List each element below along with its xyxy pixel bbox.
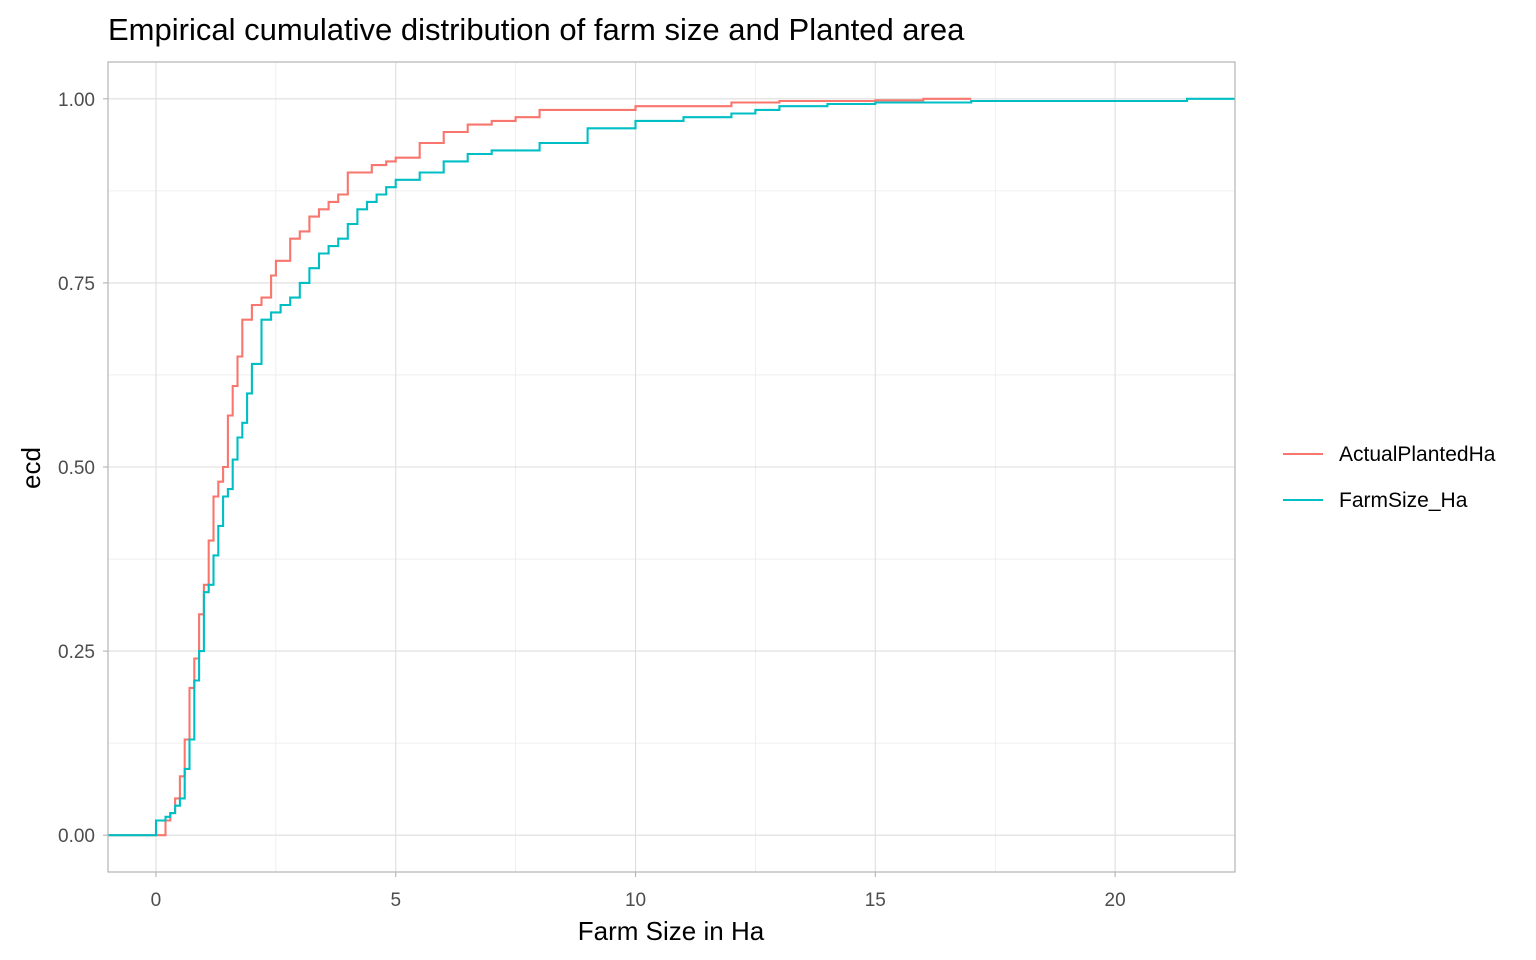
series-line-farmsize-ha xyxy=(108,97,1235,837)
legend-label: FarmSize_Ha xyxy=(1339,489,1468,512)
x-tick-label: 10 xyxy=(625,890,646,911)
y-axis-label: ecd xyxy=(16,447,46,489)
chart-title: Empirical cumulative distribution of far… xyxy=(108,12,965,47)
minor-gridlines xyxy=(108,62,1235,872)
x-tick-label: 20 xyxy=(1105,890,1126,911)
y-axis-ticks: 0.00 0.25 0.50 0.75 1.00 xyxy=(58,90,108,847)
legend: ActualPlantedHa FarmSize_Ha xyxy=(1283,443,1496,512)
x-tick-label: 15 xyxy=(865,890,886,911)
x-axis-ticks: 0 5 10 15 20 xyxy=(151,872,1126,911)
x-axis-label: Farm Size in Ha xyxy=(578,916,765,946)
x-tick-label: 0 xyxy=(151,890,162,911)
legend-label: ActualPlantedHa xyxy=(1339,443,1496,466)
y-tick-label: 0.25 xyxy=(58,642,95,663)
x-tick-label: 5 xyxy=(390,890,401,911)
y-tick-label: 1.00 xyxy=(58,90,95,111)
y-tick-label: 0.50 xyxy=(58,458,95,479)
series-layer xyxy=(108,97,1235,837)
y-tick-label: 0.00 xyxy=(58,826,95,847)
y-tick-label: 0.75 xyxy=(58,274,95,295)
major-gridlines xyxy=(108,62,1235,872)
